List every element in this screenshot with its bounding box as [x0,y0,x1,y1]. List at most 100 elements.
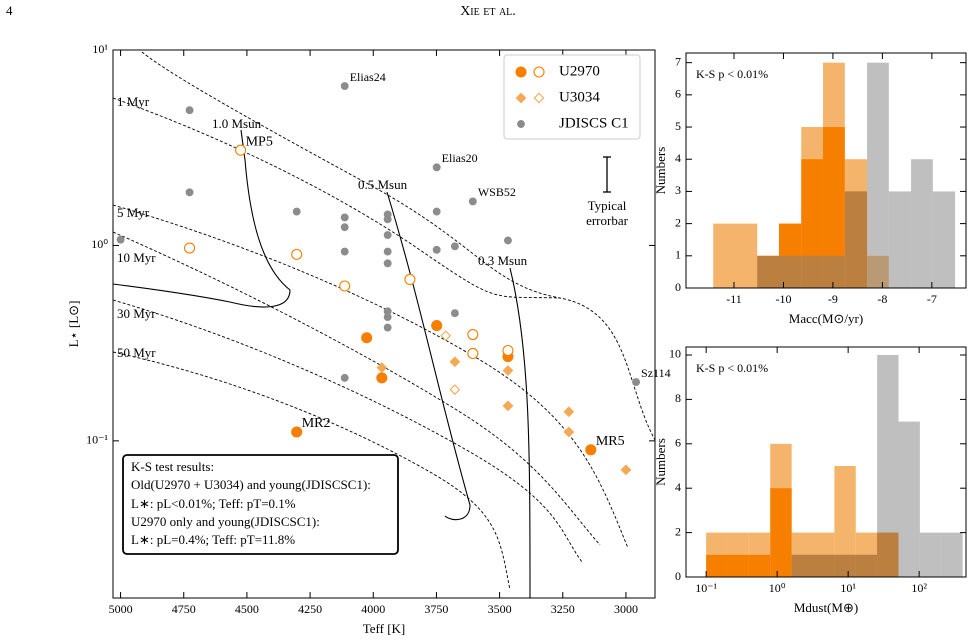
y-tick-label: 2 [675,524,681,538]
x-tick-label: -11 [726,292,742,306]
point-label: Elias24 [350,70,386,84]
y-tick-label: 5 [675,119,681,133]
legend: U2970 U3034 JDISCS C1 [503,54,641,140]
data-point [185,106,194,115]
isochrone-label: 1 Myr [117,94,150,109]
histogram-bar [748,554,771,577]
y-axis-label: Numbers [653,147,668,195]
isochrone [141,51,656,441]
data-point [620,464,632,476]
isochrone-label: 5 Myr [117,205,150,220]
histogram-bar [898,421,920,577]
x-tick-label: -8 [877,292,887,306]
data-point [340,82,349,90]
histogram-bar [801,255,824,288]
ks-text: L∗: pL=0.4%; Teff: pT=11.8% [131,532,295,547]
legend-marker [533,92,545,104]
histogram-bar [706,554,728,577]
data-point [116,235,125,244]
data-point [340,373,349,382]
y-tick-label: 10⁻¹ [86,433,108,447]
ks-text: Old(U2970 + U3034) and young(JDISCSC1): [131,477,371,492]
data-point [450,309,459,318]
mass-track [112,129,291,308]
histogram-bar [727,554,749,577]
ks-text: U2970 only and young(JDISCSC1): [131,514,320,529]
ks-box [122,454,399,555]
data-point [383,215,392,224]
histogram-bar [834,465,856,577]
x-tick-label: 4000 [361,602,385,616]
point-label: MR2 [302,416,331,431]
data-point [585,444,597,456]
y-tick-label: 4 [675,151,681,165]
histogram-bar [919,532,942,577]
y-tick-label: 8 [675,391,681,405]
y-tick-label: 3 [675,183,681,197]
data-point [383,247,392,256]
x-tick-label: 4750 [172,602,196,616]
legend-label: U3034 [559,89,600,105]
data-point [502,344,514,357]
point-label: Elias20 [442,151,478,165]
data-point [432,245,441,254]
legend-marker [515,92,527,104]
y-axis-label: Numbers [653,438,668,486]
track-label: 0.5 Msun [358,177,408,192]
point-label: MP5 [246,134,273,149]
data-point [432,163,441,172]
data-point [383,231,392,240]
isochrone [112,299,583,563]
data-point [291,426,303,438]
point-label: Sz114 [641,366,671,380]
y-tick-label: 2 [675,215,681,229]
x-tick-label: 5000 [109,602,133,616]
x-axis-label: Macc(M⊙/yr) [789,311,863,326]
data-point [340,247,349,256]
data-point [383,259,392,268]
data-point [235,144,247,156]
isochrone [112,351,511,591]
data-point [340,213,349,222]
histogram-bar [779,255,802,288]
legend-label: U2970 [559,63,600,79]
data-point [502,400,514,412]
data-point [502,365,514,376]
x-axis-label: Mdust(M⊕) [794,600,858,615]
data-point [340,223,349,232]
running-title: Xie et al. [460,4,516,19]
data-point [291,248,303,260]
data-point [184,242,196,254]
data-point [563,406,575,418]
histogram-bar [823,255,845,288]
data-point [449,356,461,368]
data-point [431,320,443,332]
legend-marker [533,66,545,78]
x-tick-label: 10⁰ [769,581,786,595]
data-point [432,207,441,216]
point-label: MR5 [596,434,625,449]
data-point [376,362,388,373]
marks [706,354,963,577]
x-tick-label: -10 [775,292,791,306]
y-tick-label: 0 [675,569,681,583]
histogram-bar [834,554,856,577]
isochrone [112,97,561,299]
histogram-chart: -11 -10 -9 -8 -7 0 1 2 3 4 5 6 7 Macc(M⊙/yr) Numbers K-… [653,52,967,326]
plot-frame [685,52,967,289]
histogram-bar [888,191,912,288]
isochrone [112,231,601,546]
histogram-bar [757,255,780,288]
histogram-chart: 10⁻¹ 10⁰ 10¹ 10² 0 2 4 6 8 10 Mdust(M⊕) Numbers K-S … [653,346,967,615]
histogram-bar [823,127,845,288]
x-tick-label: -9 [828,292,838,306]
histogram-bar [813,554,835,577]
data-point [632,378,640,386]
y-tick-label: 10¹ [92,42,108,56]
isochrone [112,204,629,549]
annotation: K-S p < 0.01% [696,67,768,81]
data-point [361,332,373,344]
track-label: 1.0 Msun [212,116,262,131]
x-tick-label: 10⁻¹ [695,581,717,595]
